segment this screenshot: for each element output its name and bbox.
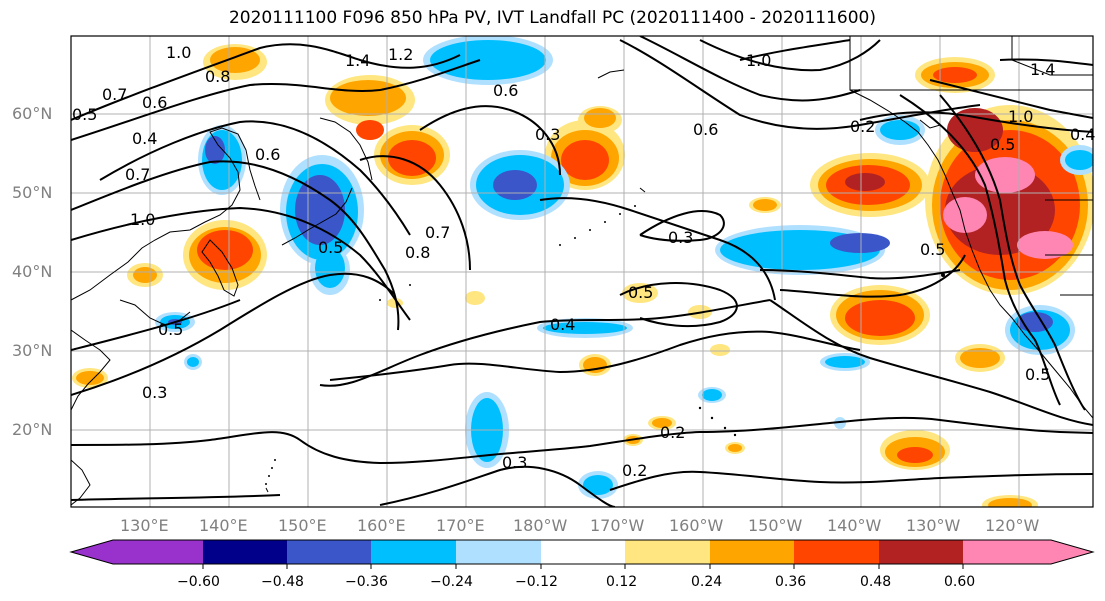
colorbar-cell (625, 540, 710, 564)
contour-label: 0.5 (318, 238, 343, 257)
colorbar-cell (794, 540, 879, 564)
colorbar-tick-label: −0.48 (261, 574, 304, 590)
contour-label: 0.6 (693, 120, 718, 139)
contour-label: 0.2 (850, 117, 875, 136)
colorbar-tick-label: 0.36 (775, 574, 807, 590)
contour-label: 0.3 (142, 383, 167, 402)
lon-label: 120°W (985, 516, 1040, 535)
colorbar-cell (710, 540, 794, 564)
contour-label: 0.3 (535, 125, 560, 144)
contour-label: 0.4 (550, 315, 575, 334)
lon-label: 130°E (120, 516, 169, 535)
contour-label: 0.3 (668, 228, 693, 247)
contour-label: 0.2 (660, 423, 685, 442)
contour-label: 0.5 (628, 283, 653, 302)
colorbar-tick-label: −0.24 (430, 574, 473, 590)
lon-label: 140°E (199, 516, 248, 535)
lat-label: 30°N (12, 341, 53, 360)
colorbar-cell (1051, 540, 1093, 564)
map-frame (70, 35, 1094, 508)
contour-label: 1.0 (746, 51, 771, 70)
contour-label: 1.2 (388, 45, 413, 64)
lat-label: 40°N (12, 262, 53, 281)
colorbar-cell (287, 540, 371, 564)
chart-title: 2020111100 F096 850 hPa PV, IVT Landfall… (228, 8, 876, 28)
colorbar (69, 539, 1095, 569)
contour-label: 0.6 (142, 93, 167, 112)
contour-labels: 1.0 1.2 1.4 0.8 0.7 0.6 0.5 0.4 0.7 1.0 … (72, 43, 1095, 480)
contour-label: 1.0 (1008, 107, 1033, 126)
contour-label: 0.6 (493, 81, 518, 100)
colorbar-tick-label: 0.48 (860, 574, 892, 590)
colorbar-tick-label: −0.60 (177, 574, 220, 590)
lon-label: 170°W (590, 516, 645, 535)
lon-label: 140°W (827, 516, 882, 535)
contour-label: 1.0 (166, 43, 191, 62)
lon-label: 160°W (669, 516, 724, 535)
lon-label: 150°W (748, 516, 803, 535)
lat-label: 50°N (12, 183, 53, 202)
colorbar-cell (371, 540, 456, 564)
contour-label: 0.5 (72, 105, 97, 124)
islands (265, 205, 945, 485)
shading-dark-red (845, 108, 1055, 255)
contour-label: 0.7 (425, 223, 450, 242)
contour-label: 0.5 (920, 240, 945, 259)
colorbar-cell (879, 540, 963, 564)
shading-pink (943, 157, 1073, 259)
contour-label: 0.3 (502, 453, 527, 472)
colorbar-cell (963, 540, 1051, 564)
lat-label: 20°N (12, 420, 53, 439)
contour-label: 0.6 (255, 145, 280, 164)
colorbar-cell (113, 540, 203, 564)
pv-contours (71, 36, 1093, 507)
contour-label: 1.4 (1030, 60, 1055, 79)
contour-label: 0.2 (622, 461, 647, 480)
lon-label: 150°E (278, 516, 327, 535)
contour-label: 0.8 (205, 67, 230, 86)
colorbar-tick-label: 0.60 (944, 574, 976, 590)
colorbar-cell (541, 540, 625, 564)
colorbar-cell (456, 540, 541, 564)
colorbar-tick-label: −0.12 (515, 574, 558, 590)
lat-label: 60°N (12, 104, 53, 123)
contour-label: 0.4 (1070, 125, 1095, 144)
contour-label: 1.4 (345, 51, 370, 70)
contour-label: 0.5 (158, 320, 183, 339)
contour-label: 0.7 (125, 165, 150, 184)
lon-label: 160°E (357, 516, 406, 535)
colorbar-tick-label: −0.36 (345, 574, 388, 590)
contour-label: 0.4 (132, 129, 157, 148)
lon-label: 170°E (436, 516, 485, 535)
colorbar-cell (203, 540, 287, 564)
colorbar-tick-label: 0.12 (606, 574, 638, 590)
colorbar-cell (71, 540, 113, 564)
contour-label: 0.5 (990, 135, 1015, 154)
contour-label: 0.5 (1025, 365, 1050, 384)
colorbar-ticks (202, 564, 964, 569)
contour-label: 0.7 (102, 85, 127, 104)
colorbar-outline (69, 539, 1095, 565)
coastlines (71, 36, 1093, 506)
lon-label: 180°W (513, 516, 568, 535)
lon-label: 130°W (906, 516, 961, 535)
colorbar-tick-label: 0.24 (691, 574, 723, 590)
contour-label: 0.8 (405, 243, 430, 262)
contour-label: 1.0 (130, 210, 155, 229)
